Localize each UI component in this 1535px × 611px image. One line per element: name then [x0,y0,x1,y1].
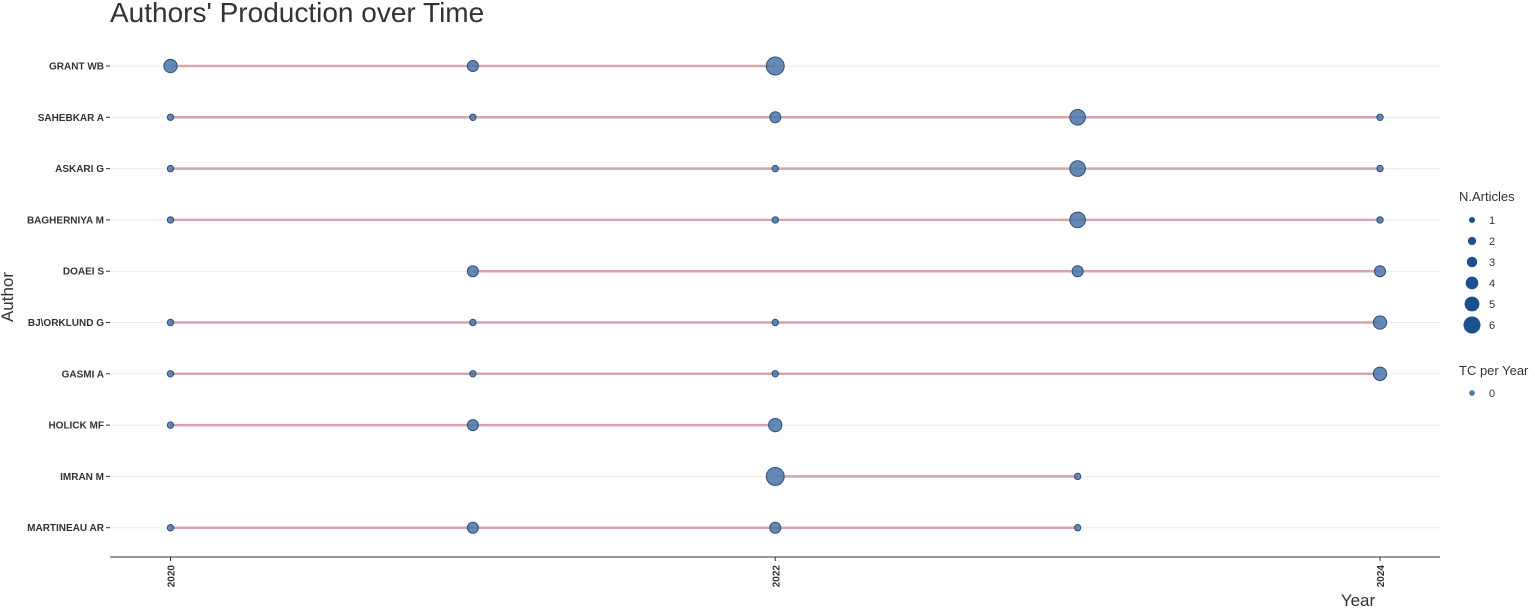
point-martineau-ar-2021 [466,521,479,534]
x-tick-label-2024: 2024 [1376,565,1387,588]
y-tick-label-holick-mf: HOLICK MF [48,421,104,432]
point-gasmi-a-2021 [469,370,477,378]
legend-color-label-0: 0 [1489,388,1495,400]
point-bj-orklund-g-2020 [166,318,175,327]
point-bagherniya-m-2020 [166,216,175,224]
point-gasmi-a-2022 [771,370,779,378]
point-doaei-s-2021 [466,265,479,278]
point-bj-orklund-g-2022 [771,318,779,327]
legend-size-label-4: 4 [1489,278,1495,290]
point-holick-mf-2020 [166,421,175,429]
legend-size-label-2: 2 [1489,236,1495,248]
point-bagherniya-m-2023 [1069,211,1086,229]
point-askari-g-2023 [1069,160,1086,177]
grid-layer [110,65,1440,529]
legend-size-title: N.Articles [1459,189,1515,204]
legend-size-label-6: 6 [1489,320,1495,332]
x-tick-label-2022: 2022 [771,565,782,588]
chart-title: Authors' Production over Time [110,0,484,28]
legend-color-title: TC per Year [1459,363,1529,378]
point-sahebkar-a-2024 [1376,113,1384,122]
point-sahebkar-a-2023 [1069,109,1086,126]
legend-size-swatch-5 [1464,296,1480,312]
point-grant-wb-2020 [163,58,178,74]
y-axis-title: Author [0,272,17,322]
legend-layer: N.Articles 1 2 3 4 5 6 TC per Year 0 [1459,189,1529,400]
point-sahebkar-a-2021 [469,113,477,122]
x-tick-label-2020: 2020 [167,565,178,588]
point-sahebkar-a-2020 [166,113,175,122]
legend-size-label-3: 3 [1489,257,1495,269]
legend-size-label-1: 1 [1489,215,1495,227]
y-tick-label-bj-orklund-g: BJ\ORKLUND G [28,318,104,329]
point-askari-g-2024 [1376,164,1384,173]
legend-size-swatch-2 [1467,236,1477,246]
point-imran-m-2023 [1073,472,1082,481]
point-bagherniya-m-2024 [1376,216,1384,224]
point-gasmi-a-2024 [1372,366,1388,381]
point-holick-mf-2022 [768,417,783,433]
legend-size-swatch-1 [1468,216,1476,224]
point-layer [163,56,1388,534]
point-grant-wb-2022 [765,56,785,76]
y-tick-label-askari-g: ASKARI G [55,164,104,175]
point-doaei-s-2023 [1071,265,1084,278]
point-imran-m-2022 [765,466,785,486]
point-gasmi-a-2020 [166,370,175,378]
axis-layer: GRANT WB SAHEBKAR A ASKARI G BAGHERNIYA M DO… [27,62,1440,588]
y-tick-label-imran-m: IMRAN M [60,472,104,483]
point-bj-orklund-g-2024 [1372,315,1388,330]
y-tick-label-martineau-ar: MARTINEAU AR [27,523,105,534]
x-axis-title: Year [1341,591,1376,606]
point-grant-wb-2021 [466,60,479,72]
point-askari-g-2020 [166,164,175,173]
legend-size-swatch-3 [1466,256,1478,268]
point-martineau-ar-2023 [1073,524,1082,532]
point-martineau-ar-2020 [166,524,175,532]
y-tick-label-sahebkar-a: SAHEBKAR A [38,113,104,124]
point-doaei-s-2024 [1374,265,1386,278]
point-martineau-ar-2022 [769,521,782,534]
y-tick-label-bagherniya-m: BAGHERNIYA M [27,215,104,226]
point-askari-g-2022 [771,164,779,173]
point-holick-mf-2021 [466,419,479,432]
line-layer [170,64,1380,529]
y-tick-label-gasmi-a: GASMI A [62,369,104,380]
legend-size-swatch-4 [1465,276,1479,290]
point-bj-orklund-g-2021 [469,318,477,327]
legend-size-swatch-6 [1463,316,1481,334]
point-sahebkar-a-2022 [769,111,782,124]
y-tick-label-grant-wb: GRANT WB [49,62,104,73]
legend-color-swatch-0 [1469,390,1475,396]
y-tick-label-doaei-s: DOAEI S [63,267,104,278]
legend-size-label-5: 5 [1489,299,1495,311]
point-bagherniya-m-2022 [771,216,779,224]
